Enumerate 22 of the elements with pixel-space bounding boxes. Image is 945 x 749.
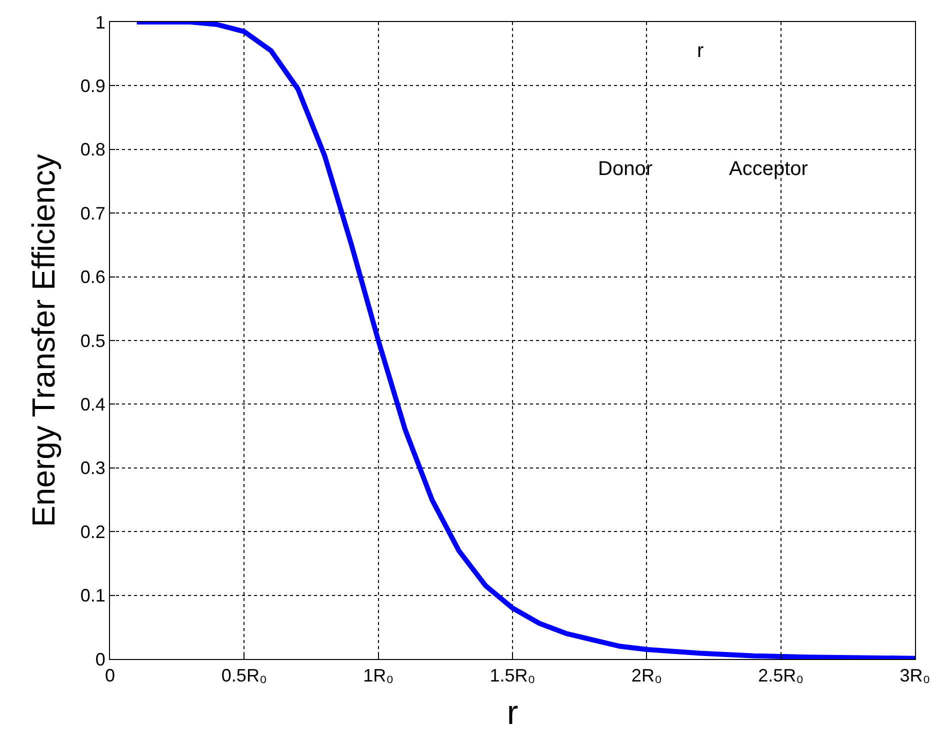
y-tick-label: 0.9 — [80, 76, 106, 96]
y-tick-label: 0.1 — [80, 586, 106, 606]
x-tick-label: 1.5R₀ — [490, 666, 536, 686]
y-tick-label: 1 — [95, 12, 106, 32]
x-tick-label: 1R₀ — [363, 666, 394, 686]
x-tick-label: 2R₀ — [631, 666, 662, 686]
y-tick-label: 0.3 — [80, 458, 106, 478]
y-tick-label: 0.6 — [80, 267, 106, 288]
y-tick-label: 0.5 — [80, 330, 106, 351]
x-tick-label: 3R₀ — [900, 666, 930, 686]
y-tick-label: 0.8 — [80, 140, 106, 160]
y-tick-label: 0.7 — [80, 203, 106, 224]
y-tick-label: 0 — [95, 649, 106, 670]
annotation: Acceptor — [729, 158, 808, 180]
y-axis-title: Energy Transfer Efficiency — [26, 154, 62, 527]
x-tick-label: 2.5R₀ — [758, 666, 804, 686]
annotation: Donor — [598, 158, 653, 180]
y-tick-label: 0.4 — [80, 394, 106, 414]
x-axis-title: r — [506, 694, 518, 732]
y-tick-label: 0.2 — [80, 522, 106, 542]
annotation: r — [697, 40, 704, 62]
x-tick-label: 0.5R₀ — [221, 666, 267, 686]
